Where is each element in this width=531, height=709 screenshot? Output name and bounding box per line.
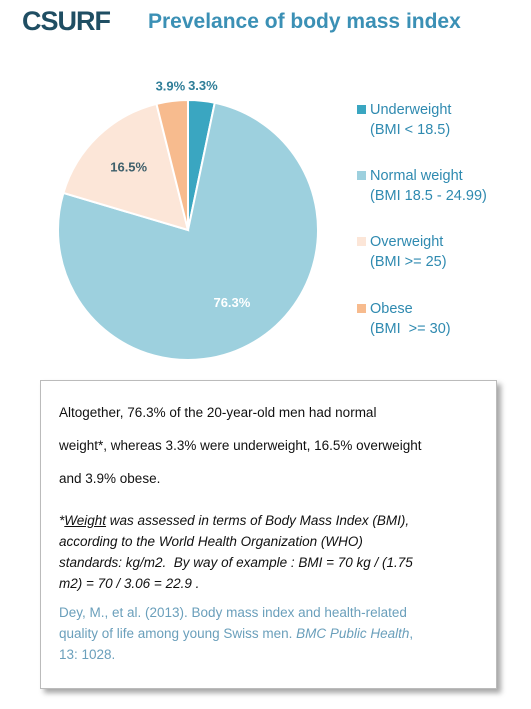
chart: 3.3% 76.3% 16.5% 3.9% Underweight (BMI < 18.5… [57,78,487,361]
legend-swatch [357,237,366,246]
citation-line: 13: 1028. [59,647,116,662]
legend-range: (BMI 18.5 - 24.99) [370,188,487,204]
note-marker: * [59,513,65,528]
pie-slice [57,101,319,361]
legend-label: Overweight [370,234,443,250]
data-label: 3.9% [156,79,186,94]
pie-slice [155,98,189,231]
legend-range: (BMI >= 25) [370,254,447,270]
note-line: standards: kg/m2. By way of example : BM… [59,555,413,570]
legend-label: Normal weight [370,168,463,184]
pie-slice [62,102,190,232]
data-label: 76.3% [213,295,250,310]
citation-text: , [409,626,414,641]
legend-swatch [357,105,366,114]
citation-text: quality of life among young Swiss men. [59,626,297,641]
title: Prevelance of body mass index [148,10,461,33]
note-term: Weight [64,513,107,528]
text-box: Altogether, 76.3% of the 20-year-old men… [40,380,497,689]
citation-journal: BMC Public Health [296,626,410,641]
data-label: 16.5% [110,159,147,174]
data-label: 3.3% [188,78,218,93]
summary-line: weight*, whereas 3.3% were underweight, … [59,438,422,453]
note-line: m2) = 70 / 3.06 = 22.9 . [59,576,200,591]
summary-line: Altogether, 76.3% of the 20-year-old men… [59,405,377,420]
citation-line: Dey, M., et al. (2013). Body mass index … [59,605,407,620]
legend-label: Underweight [370,102,451,118]
note-line: *Weight was assessed in terms of Body Ma… [59,513,409,528]
summary-line: and 3.9% obese. [59,471,161,486]
logo: CSURF [22,6,111,36]
legend-swatch [357,304,366,313]
citation-line: quality of life among young Swiss men. B… [59,626,413,641]
legend-range: (BMI < 18.5) [370,122,450,138]
note-text: was assessed in terms of Body Mass Index… [106,513,410,528]
legend-label: Obese [370,301,413,317]
legend-swatch [357,171,366,180]
note-line: according to the World Health Organizati… [59,534,363,549]
legend-range: (BMI >= 30) [370,321,451,337]
